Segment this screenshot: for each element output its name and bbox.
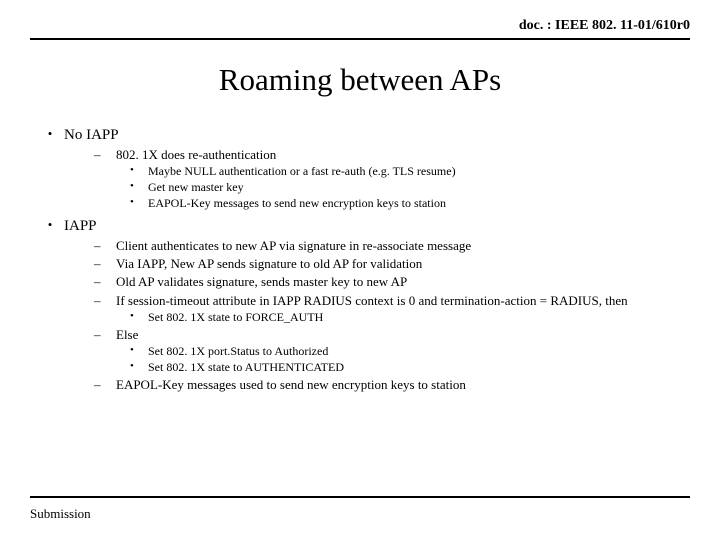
item-text: 802. 1X does re-authentication <box>116 147 276 163</box>
rule-bottom <box>30 496 690 498</box>
list-item: • Set 802. 1X state to AUTHENTICATED <box>130 360 690 375</box>
item-text: Old AP validates signature, sends master… <box>116 274 407 290</box>
item-text: If session-timeout attribute in IAPP RAD… <box>116 293 628 309</box>
list-item: • No IAPP <box>36 126 690 145</box>
list-item: – 802. 1X does re-authentication <box>94 147 690 163</box>
dash-icon: – <box>94 293 116 309</box>
dot-icon: • <box>130 310 148 325</box>
dot-icon: • <box>130 196 148 211</box>
dot-icon: • <box>130 164 148 179</box>
list-item: – Old AP validates signature, sends mast… <box>94 274 690 290</box>
dot-icon: • <box>130 180 148 195</box>
dash-icon: – <box>94 256 116 272</box>
item-text: EAPOL-Key messages to send new encryptio… <box>148 196 446 211</box>
doc-id: doc. : IEEE 802. 11-01/610r0 <box>30 18 690 38</box>
dash-icon: – <box>94 377 116 393</box>
footer-text: Submission <box>30 506 91 522</box>
item-text: Set 802. 1X state to FORCE_AUTH <box>148 310 323 325</box>
dot-icon: • <box>130 360 148 375</box>
bullet-icon: • <box>36 126 64 145</box>
item-text: Get new master key <box>148 180 244 195</box>
item-text: Client authenticates to new AP via signa… <box>116 238 471 254</box>
item-text: IAPP <box>64 217 97 236</box>
rule-top <box>30 38 690 40</box>
dash-icon: – <box>94 327 116 343</box>
bullet-icon: • <box>36 217 64 236</box>
item-text: Via IAPP, New AP sends signature to old … <box>116 256 422 272</box>
item-text: Else <box>116 327 138 343</box>
list-item: – Via IAPP, New AP sends signature to ol… <box>94 256 690 272</box>
dash-icon: – <box>94 238 116 254</box>
dash-icon: – <box>94 274 116 290</box>
list-item: • Set 802. 1X state to FORCE_AUTH <box>130 310 690 325</box>
item-text: Set 802. 1X port.Status to Authorized <box>148 344 328 359</box>
list-item: • Get new master key <box>130 180 690 195</box>
list-item: • EAPOL-Key messages to send new encrypt… <box>130 196 690 211</box>
list-item: – Client authenticates to new AP via sig… <box>94 238 690 254</box>
item-text: EAPOL-Key messages used to send new encr… <box>116 377 466 393</box>
list-item: • Maybe NULL authentication or a fast re… <box>130 164 690 179</box>
item-text: Maybe NULL authentication or a fast re-a… <box>148 164 456 179</box>
list-item: • IAPP <box>36 217 690 236</box>
dash-icon: – <box>94 147 116 163</box>
item-text: No IAPP <box>64 126 119 145</box>
list-item: – If session-timeout attribute in IAPP R… <box>94 293 690 309</box>
slide-title: Roaming between APs <box>30 62 690 98</box>
item-text: Set 802. 1X state to AUTHENTICATED <box>148 360 344 375</box>
list-item: – EAPOL-Key messages used to send new en… <box>94 377 690 393</box>
slide-body: • No IAPP – 802. 1X does re-authenticati… <box>30 126 690 393</box>
list-item: • Set 802. 1X port.Status to Authorized <box>130 344 690 359</box>
list-item: – Else <box>94 327 690 343</box>
dot-icon: • <box>130 344 148 359</box>
